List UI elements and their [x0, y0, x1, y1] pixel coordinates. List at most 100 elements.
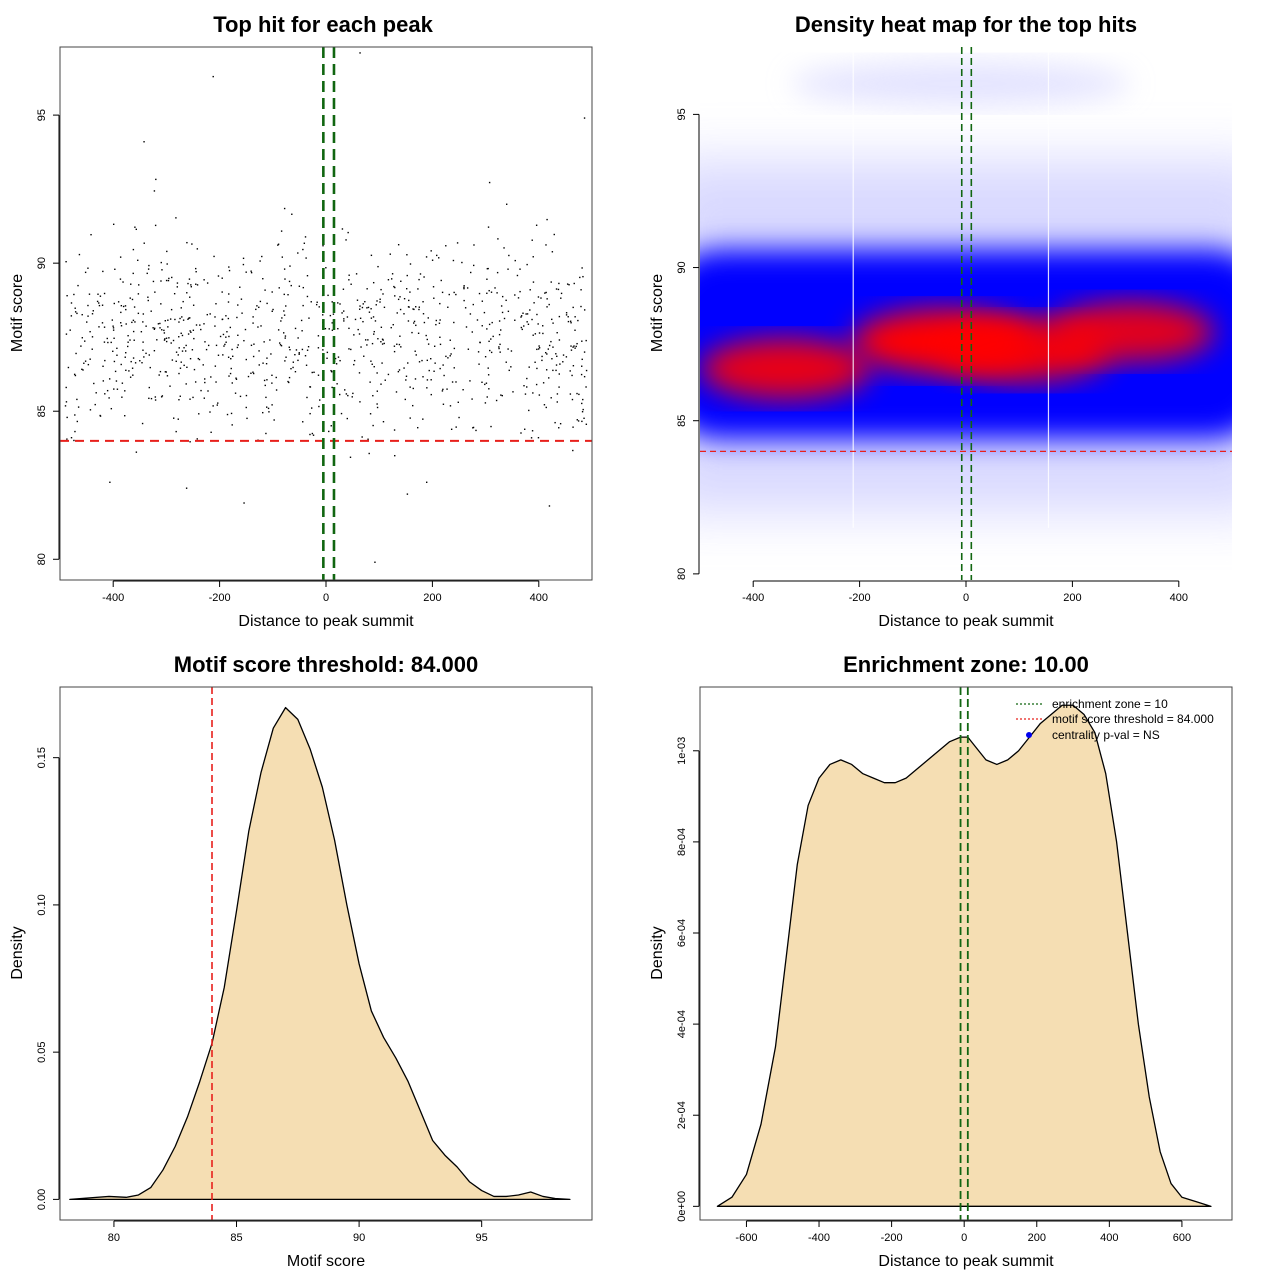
data-point	[310, 301, 312, 303]
data-point	[112, 329, 115, 331]
data-point	[447, 357, 449, 359]
data-point	[581, 340, 583, 342]
data-point	[159, 322, 161, 325]
data-point	[312, 434, 315, 436]
data-point	[196, 284, 199, 286]
data-point	[229, 372, 232, 375]
data-point	[175, 351, 178, 353]
data-point	[226, 331, 228, 333]
density-halo	[790, 61, 1131, 106]
data-point	[575, 345, 577, 348]
data-point	[130, 283, 132, 285]
data-point	[500, 305, 503, 307]
data-point	[455, 293, 457, 296]
data-point	[83, 362, 85, 364]
data-point	[501, 311, 504, 314]
data-point	[87, 267, 89, 269]
data-point	[572, 426, 574, 428]
data-point	[298, 352, 300, 354]
data-point	[214, 316, 216, 318]
data-point	[488, 340, 490, 343]
data-point	[507, 268, 509, 270]
data-point	[140, 331, 143, 333]
data-point	[567, 316, 569, 318]
data-point	[353, 363, 355, 366]
data-point	[313, 371, 315, 373]
data-point	[374, 320, 377, 322]
data-point	[318, 405, 320, 408]
data-point	[169, 385, 171, 387]
data-point	[461, 261, 463, 264]
data-point	[288, 280, 291, 283]
data-point	[168, 277, 170, 280]
data-point	[142, 321, 144, 323]
data-point	[264, 384, 266, 387]
data-point	[241, 312, 243, 314]
data-point	[111, 319, 114, 321]
data-point	[536, 313, 538, 316]
data-point	[417, 332, 420, 334]
data-point	[489, 349, 491, 352]
data-point	[298, 285, 301, 287]
data-point	[74, 311, 77, 313]
data-point	[472, 303, 474, 306]
data-point	[585, 339, 587, 342]
data-point	[228, 293, 230, 295]
data-point	[288, 381, 290, 384]
data-point	[235, 377, 237, 379]
data-point	[345, 239, 347, 241]
data-point	[64, 405, 67, 407]
data-point	[165, 371, 167, 373]
data-point	[379, 301, 381, 303]
data-point	[407, 320, 410, 322]
data-point	[406, 288, 408, 290]
data-point	[520, 432, 522, 434]
data-point	[442, 364, 444, 366]
data-point	[178, 336, 180, 338]
data-point	[284, 278, 286, 280]
data-point	[73, 293, 75, 296]
data-point	[127, 341, 129, 343]
data-point	[339, 359, 341, 362]
data-point	[147, 268, 150, 270]
y-tick-label: 0e+00	[676, 1191, 688, 1222]
data-point	[411, 331, 413, 334]
data-point	[377, 338, 379, 340]
data-point	[562, 361, 564, 363]
data-point	[390, 326, 392, 329]
data-point	[574, 347, 576, 349]
data-point	[70, 315, 73, 317]
data-point	[114, 370, 117, 373]
data-point	[571, 398, 574, 401]
data-point	[166, 250, 168, 253]
data-point	[557, 288, 560, 291]
data-point	[84, 271, 87, 274]
data-point	[520, 316, 522, 318]
data-point	[258, 364, 260, 366]
data-point	[445, 355, 447, 358]
data-point	[537, 436, 540, 439]
data-point	[106, 337, 108, 340]
data-point	[556, 401, 558, 403]
scatter-panel: Top hit for each peak -400 -200 0 200 400 80 8…	[9, 12, 593, 630]
y-tick-label: 2e-04	[676, 1101, 688, 1129]
data-point	[439, 336, 441, 338]
data-point	[172, 339, 175, 342]
data-point	[370, 254, 373, 257]
y-tick-label: 95	[676, 108, 688, 120]
data-point	[403, 297, 406, 300]
data-point	[498, 346, 500, 348]
data-point	[569, 393, 572, 395]
data-point	[231, 348, 233, 351]
data-point	[573, 345, 575, 347]
data-point	[190, 284, 192, 286]
data-point	[492, 335, 494, 338]
data-point	[484, 355, 487, 358]
data-point	[167, 326, 169, 328]
data-point	[141, 422, 144, 425]
data-point	[163, 329, 165, 332]
data-point	[131, 367, 134, 369]
data-point	[435, 323, 437, 326]
data-point	[306, 396, 308, 399]
data-point	[481, 325, 483, 327]
